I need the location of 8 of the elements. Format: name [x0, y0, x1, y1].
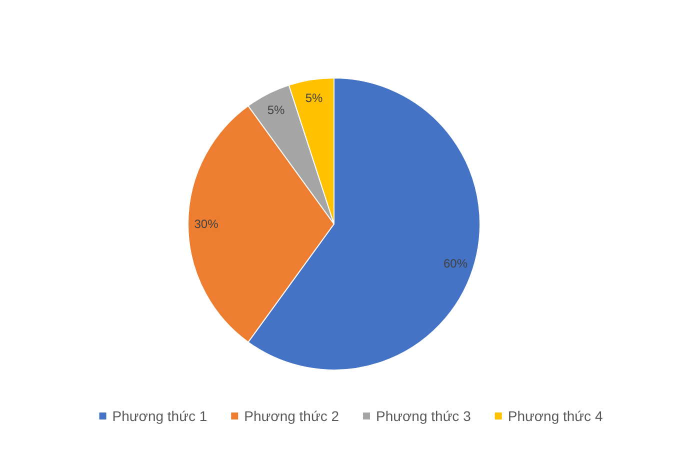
legend-label: Phương thức 3 [376, 408, 472, 424]
legend-label: Phương thức 2 [244, 408, 340, 424]
data-label: 60% [443, 256, 468, 270]
data-label: 30% [194, 217, 219, 231]
data-label: 5% [305, 90, 324, 105]
legend-label: Phương thức 4 [508, 408, 603, 424]
legend-label: Phương thức 1 [112, 408, 208, 424]
data-label: 5% [267, 103, 286, 118]
